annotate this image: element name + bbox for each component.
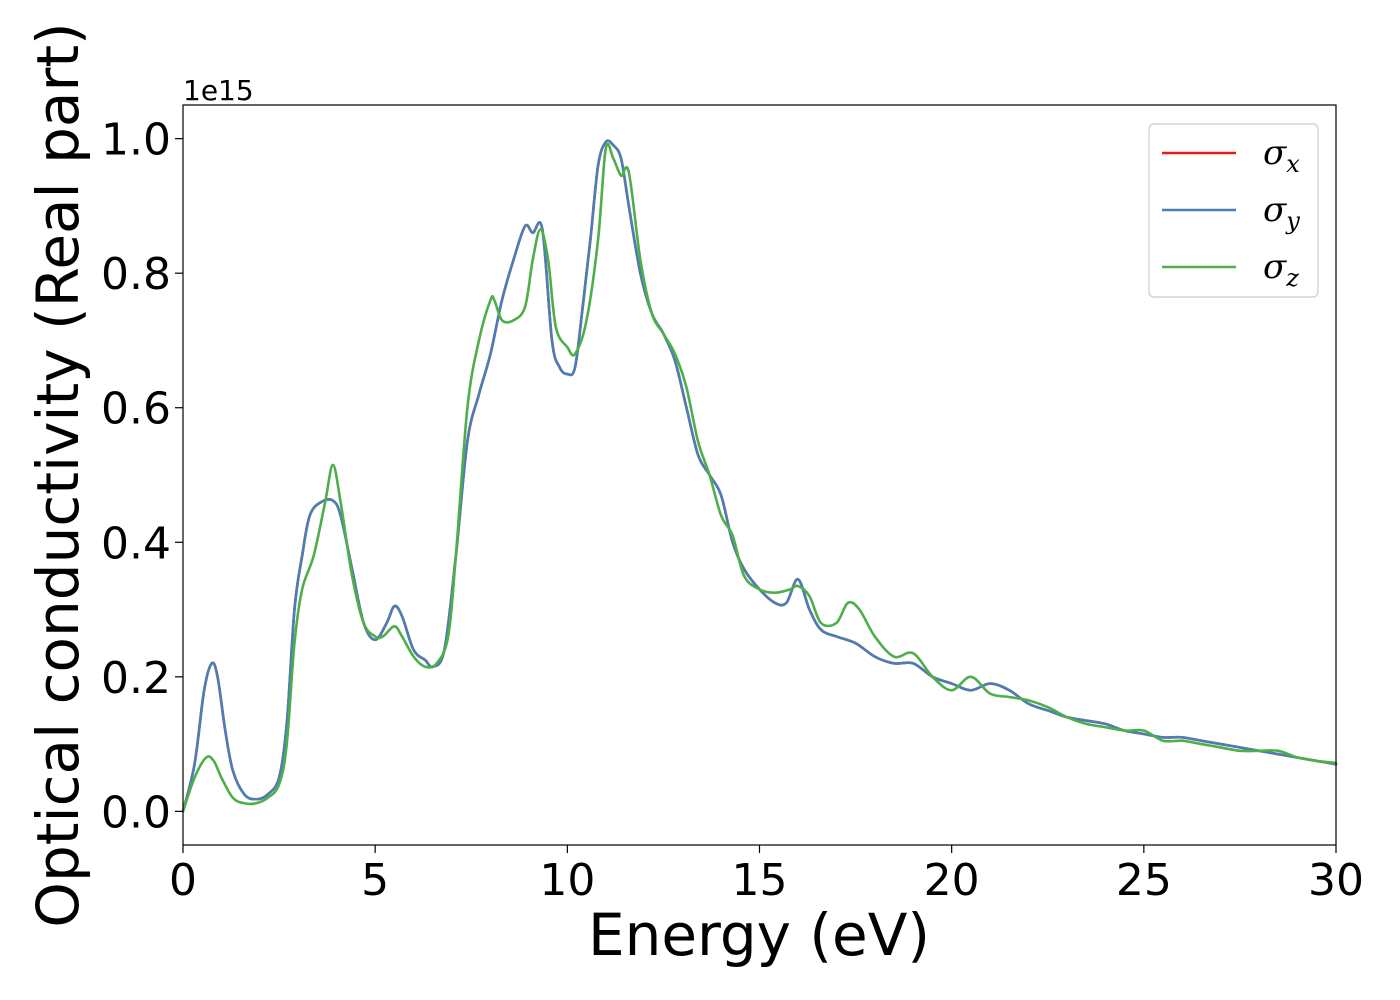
legend: σx σy σz — [1148, 123, 1319, 298]
series-line-z — [181, 142, 1338, 813]
x-tick-label: 10 — [539, 855, 595, 906]
series-lines — [181, 139, 1338, 813]
y-tick-label: 0.4 — [101, 518, 171, 569]
y-tick-label: 0.6 — [101, 384, 171, 435]
x-axis-ticks: 0 5 10 15 20 25 30 — [169, 845, 1364, 906]
x-tick-label: 5 — [361, 855, 389, 906]
legend-label-z: σz — [1263, 247, 1299, 292]
legend-label-y: σy — [1263, 190, 1300, 235]
x-tick-label: 15 — [732, 855, 788, 906]
y-axis-label: Optical conductivity (Real part) — [24, 22, 92, 927]
series-line-y — [181, 139, 1338, 813]
x-tick-label: 20 — [924, 855, 980, 906]
x-tick-label: 0 — [169, 855, 197, 906]
y-tick-label: 0.2 — [101, 653, 171, 704]
x-axis-label: Energy (eV) — [588, 901, 930, 969]
y-tick-label: 1.0 — [101, 115, 171, 166]
y-tick-label: 0.0 — [101, 787, 171, 838]
y-axis-ticks: 0.0 0.2 0.4 0.6 0.8 1.0 — [101, 115, 183, 838]
y-offset-label: 1e15 — [183, 74, 254, 107]
x-tick-label: 25 — [1116, 855, 1172, 906]
y-tick-label: 0.8 — [101, 249, 171, 300]
x-tick-label: 30 — [1308, 855, 1364, 906]
legend-label-x: σx — [1263, 133, 1300, 178]
